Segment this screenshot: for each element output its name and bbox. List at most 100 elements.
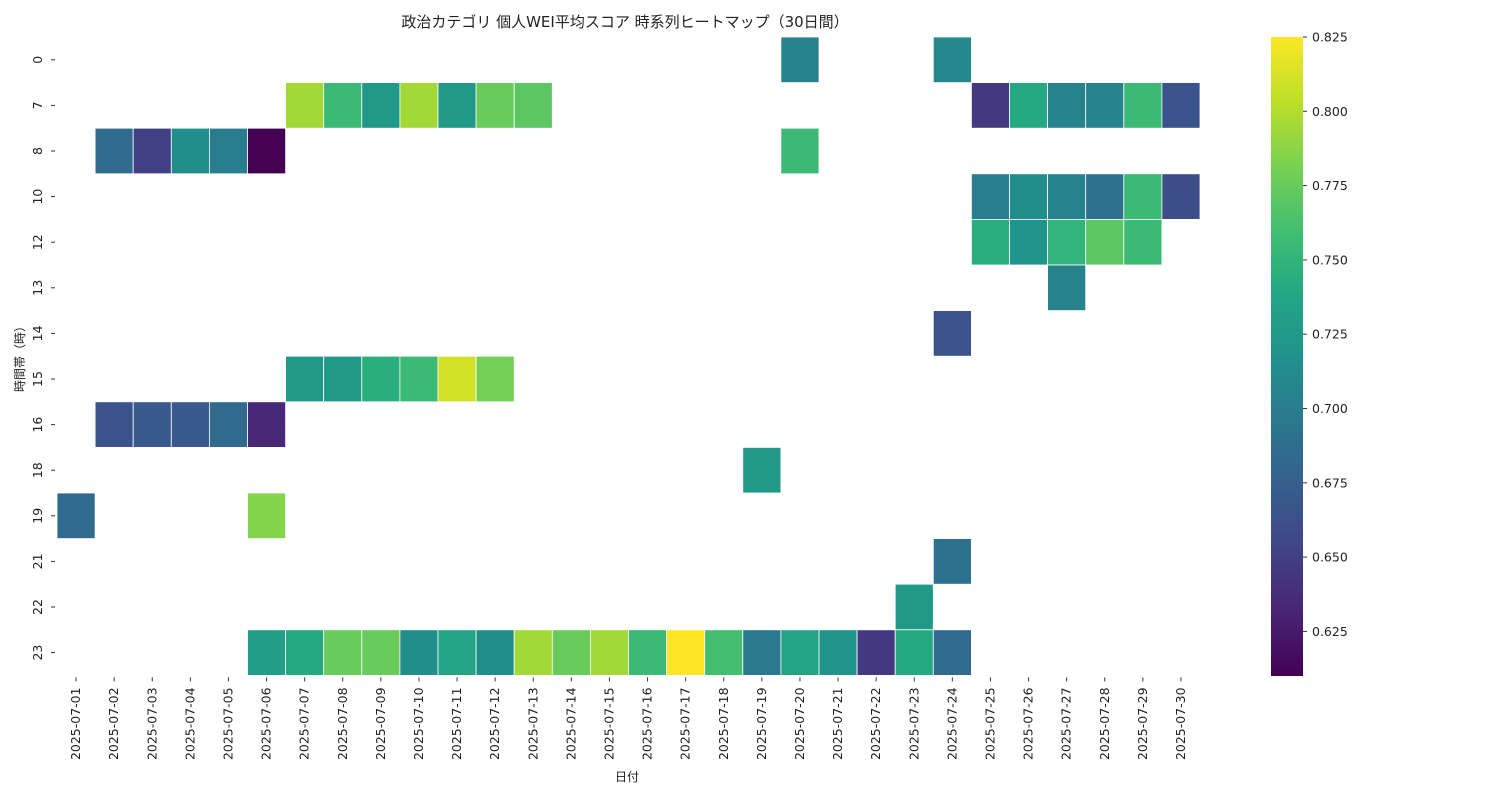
heatmap-cell: [780, 36, 820, 83]
y-tick-label: 8: [30, 147, 45, 155]
colorbar-tick-label: 0.775: [1312, 178, 1348, 193]
heatmap-cells: [56, 36, 1201, 676]
heatmap-cell: [932, 629, 972, 676]
heatmap-cell: [513, 629, 553, 676]
heatmap-cell: [285, 82, 325, 129]
colorbar-gradient: [1271, 37, 1303, 676]
y-tick-label: 12: [30, 234, 45, 250]
x-tick-label: 2025-07-05: [221, 687, 236, 760]
heatmap-cell: [1161, 82, 1201, 129]
heatmap-cell: [247, 127, 286, 175]
x-tick-label: 2025-07-20: [792, 687, 807, 760]
heatmap-cell: [247, 401, 286, 448]
heatmap-cell: [285, 629, 325, 676]
x-tick-label: 2025-07-09: [373, 687, 388, 760]
y-tick-label: 18: [30, 462, 45, 478]
x-tick-label: 2025-07-30: [1173, 687, 1188, 760]
heatmap-cell: [1161, 173, 1201, 220]
heatmap-cell: [208, 401, 248, 448]
heatmap-cell: [132, 401, 172, 448]
y-tick-label: 7: [30, 101, 45, 109]
heatmap-cell: [932, 538, 972, 585]
y-tick-label: 10: [30, 189, 45, 205]
x-tick-label: 2025-07-01: [68, 687, 83, 760]
x-tick-label: 2025-07-03: [144, 687, 159, 760]
x-tick-label: 2025-07-15: [602, 687, 617, 760]
heatmap-cell: [399, 82, 439, 129]
colorbar-tick-label: 0.750: [1312, 252, 1348, 267]
y-tick-label: 22: [30, 599, 45, 615]
x-tick-label: 2025-07-04: [182, 687, 197, 760]
heatmap-cell: [1047, 218, 1087, 266]
heatmap-cell: [628, 629, 667, 676]
heatmap-cell: [1047, 82, 1087, 129]
x-tick-label: 2025-07-21: [830, 687, 845, 760]
heatmap-cell: [932, 310, 972, 357]
heatmap-cell: [1123, 173, 1163, 220]
heatmap-cell: [1047, 173, 1087, 220]
heatmap-cell: [56, 492, 96, 539]
heatmap-cell: [1085, 82, 1125, 129]
x-tick-label: 2025-07-27: [1059, 687, 1074, 760]
colorbar-tick-label: 0.675: [1312, 475, 1348, 490]
x-axis-label: 日付: [615, 770, 639, 784]
y-tick-label: 15: [30, 371, 45, 387]
y-tick-label: 21: [30, 553, 45, 569]
heatmap-cell: [704, 629, 744, 676]
x-tick-label: 2025-07-06: [259, 687, 274, 760]
heatmap-cell: [285, 355, 325, 403]
y-axis-label: 時間帯（時）: [13, 320, 27, 392]
x-tick-label: 2025-07-18: [716, 687, 731, 760]
heatmap-cell: [437, 82, 477, 129]
heatmap-cell: [513, 82, 553, 129]
heatmap-cell: [437, 629, 477, 676]
heatmap-cell: [1009, 82, 1048, 129]
colorbar-tick-label: 0.700: [1312, 401, 1348, 416]
heatmap-cell: [742, 629, 782, 676]
heatmap-cell: [894, 583, 934, 631]
y-tick-label: 16: [30, 417, 45, 433]
heatmap-cell: [475, 629, 515, 676]
x-tick-label: 2025-07-23: [906, 687, 921, 760]
heatmap-cell: [475, 82, 515, 129]
colorbar-tick-label: 0.825: [1312, 30, 1348, 45]
heatmap-cell: [856, 629, 896, 676]
heatmap-cell: [780, 127, 820, 175]
x-tick-label: 2025-07-02: [106, 687, 121, 760]
x-tick-label: 2025-07-10: [411, 687, 426, 760]
x-tick-label: 2025-07-12: [487, 687, 502, 760]
heatmap-cell: [590, 629, 629, 676]
heatmap-cell: [323, 82, 363, 129]
heatmap-cell: [1123, 218, 1163, 266]
x-tick-label: 2025-07-26: [1021, 687, 1036, 760]
x-tick-label: 2025-07-13: [525, 687, 540, 760]
colorbar-tick-label: 0.650: [1312, 550, 1348, 565]
x-tick-label: 2025-07-29: [1135, 687, 1150, 760]
heatmap-cell: [1009, 218, 1048, 266]
heatmap-cell: [399, 629, 439, 676]
y-tick-label: 19: [30, 508, 45, 524]
heatmap-cell: [780, 629, 820, 676]
x-axis: 2025-07-01 2025-07-02 2025-07-03 2025-07-04…: [68, 677, 1188, 760]
x-tick-label: 2025-07-07: [297, 687, 312, 760]
heatmap-cell: [247, 492, 286, 539]
heatmap-cell: [551, 629, 591, 676]
heatmap-cell: [742, 446, 782, 494]
heatmap-cell: [247, 629, 286, 676]
y-tick-label: 13: [30, 280, 45, 296]
y-axis: 0 7 8 10 12 13 14 15 16 18 19 21 22 23: [30, 56, 55, 661]
heatmap-cell: [1047, 264, 1087, 311]
x-tick-label: 2025-07-08: [335, 687, 350, 760]
heatmap-cell: [132, 127, 172, 175]
heatmap-cell: [323, 629, 363, 676]
x-tick-label: 2025-07-28: [1097, 687, 1112, 760]
heatmap-cell: [399, 355, 439, 403]
x-tick-label: 2025-07-25: [983, 687, 998, 760]
x-tick-label: 2025-07-19: [754, 687, 769, 760]
heatmap-cell: [932, 36, 972, 83]
heatmap-cell: [170, 401, 210, 448]
colorbar-tick-label: 0.625: [1312, 624, 1348, 639]
x-tick-label: 2025-07-11: [449, 687, 464, 760]
colorbar-tick-label: 0.725: [1312, 327, 1348, 342]
